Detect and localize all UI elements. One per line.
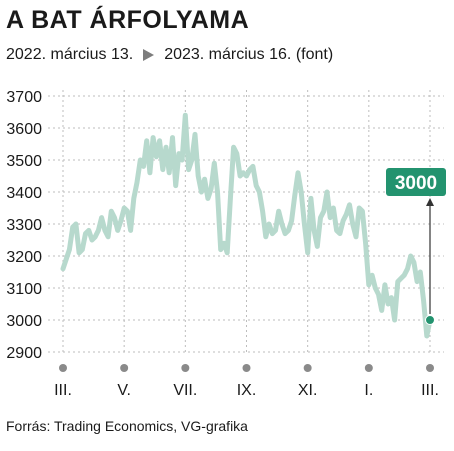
callout-box — [386, 168, 446, 196]
callout-point — [425, 315, 435, 325]
x-tick-dot — [181, 364, 190, 372]
source-note: Forrás: Trading Economics, VG-grafika — [6, 418, 248, 434]
subtitle-end-date: 2023. március 16. (font) — [164, 46, 334, 63]
y-tick-label: 3700 — [6, 89, 42, 106]
callout-arrow-icon — [426, 198, 434, 206]
x-tick-dot — [120, 364, 129, 372]
arrow-right-icon — [143, 49, 155, 61]
x-tick-dot — [242, 364, 251, 372]
x-tick-dot — [426, 364, 434, 372]
x-tick-label: XI. — [298, 382, 318, 399]
x-tick-label: V. — [117, 382, 131, 399]
y-tick-label: 3300 — [6, 217, 42, 234]
x-tick-label: III. — [421, 382, 439, 399]
x-tick-label: III. — [54, 382, 72, 399]
y-tick-label: 2900 — [6, 345, 42, 362]
x-tick-label: VII. — [173, 382, 197, 399]
y-tick-label: 3600 — [6, 121, 42, 138]
callout-label: 3000 — [395, 173, 437, 194]
y-tick-label: 3000 — [6, 313, 42, 330]
subtitle-start-date: 2022. március 13. — [6, 46, 134, 63]
x-tick-dot — [59, 364, 67, 372]
x-tick-dot — [303, 364, 312, 372]
price-line — [60, 112, 433, 339]
chart-subtitle: 2022. március 13. 2023. március 16. (fon… — [6, 46, 333, 64]
chart-title: A BAT ÁRFOLYAMA — [6, 6, 250, 34]
x-tick-label: I. — [364, 382, 373, 399]
x-tick-dot — [364, 364, 373, 372]
y-tick-label: 3500 — [6, 153, 42, 170]
line-chart: 3700 3600 3500 3400 3300 3200 3100 3000 2900 III.… — [6, 89, 446, 399]
x-tick-label: IX. — [237, 382, 257, 399]
y-tick-label: 3200 — [6, 249, 42, 266]
y-tick-label: 3400 — [6, 185, 42, 202]
y-tick-label: 3100 — [6, 281, 42, 298]
